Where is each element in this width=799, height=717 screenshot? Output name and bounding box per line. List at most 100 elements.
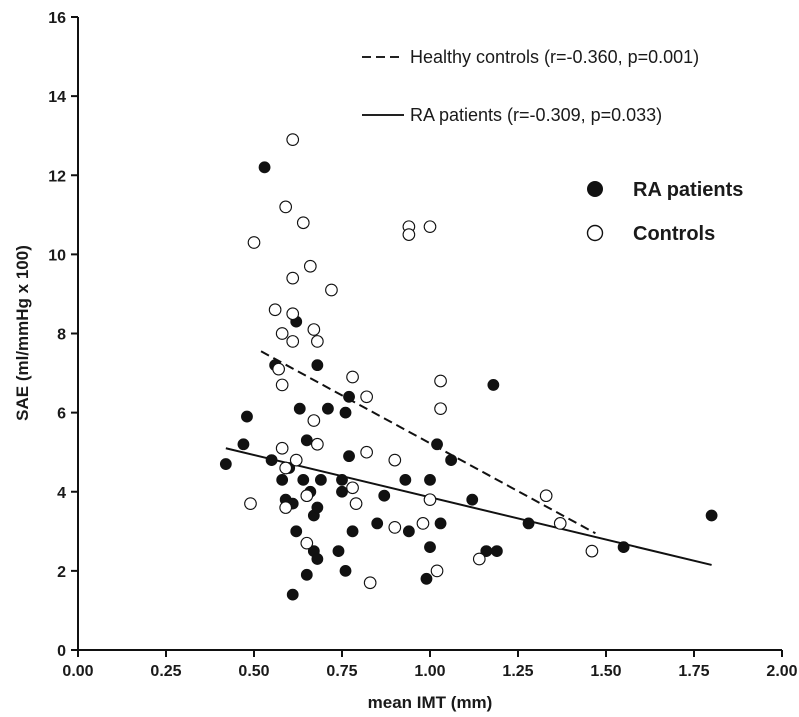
ra-patient-point xyxy=(434,517,447,530)
ra-patient-point xyxy=(371,517,384,530)
control-point xyxy=(585,544,599,558)
control-point xyxy=(279,501,293,514)
control-point xyxy=(363,576,377,590)
ra-patient-point xyxy=(424,541,436,554)
ra-patient-point xyxy=(339,564,352,577)
control-point xyxy=(423,220,437,234)
control-point xyxy=(279,200,293,214)
ra-patient-point xyxy=(431,438,443,451)
ra-patient-point xyxy=(466,493,479,506)
y-tick-label: 6 xyxy=(57,406,66,423)
control-point xyxy=(349,497,363,510)
ra-patient-point xyxy=(290,525,303,538)
control-point xyxy=(307,414,321,427)
y-tick-label: 8 xyxy=(57,327,66,344)
control-point xyxy=(346,370,359,384)
ra-patient-point xyxy=(258,161,271,174)
regression-lines xyxy=(225,350,712,566)
y-tick-label: 14 xyxy=(48,89,66,106)
control-point xyxy=(539,489,553,503)
ra-patient-point xyxy=(343,450,355,463)
control-point xyxy=(275,327,289,340)
control-point xyxy=(472,552,486,566)
ra-patient-point xyxy=(445,454,458,466)
control-point xyxy=(247,236,261,249)
control-point xyxy=(416,517,430,530)
control-point xyxy=(303,259,317,273)
control-point xyxy=(311,335,324,348)
ra-patient-point xyxy=(241,410,253,423)
control-point xyxy=(268,303,282,317)
y-tick-label: 12 xyxy=(48,168,66,185)
x-tick-label: 0.50 xyxy=(238,663,269,680)
legend-label-ra-patients-line: RA patients (r=-0.309, p=0.033) xyxy=(410,105,662,125)
legend-label-healthy-controls: Healthy controls (r=-0.360, p=0.001) xyxy=(410,47,699,67)
control-point xyxy=(360,390,373,404)
x-tick-label: 0.75 xyxy=(326,663,357,680)
ra-patient-point xyxy=(424,473,436,486)
ra-patients-regression-line xyxy=(225,447,712,566)
controls-regression-line xyxy=(260,350,596,535)
x-ticks: 0.00 0.25 0.50 0.75 1.00 1.25 1.50 1.75 2.00 xyxy=(62,650,798,680)
ra-patient-point xyxy=(346,525,359,538)
control-point xyxy=(279,461,293,475)
ra-patient-point xyxy=(343,390,355,403)
x-tick-label: 0.00 xyxy=(62,663,93,680)
legend-item-controls-marker: Controls xyxy=(586,223,715,245)
ra-patient-point xyxy=(311,359,324,372)
control-point xyxy=(325,283,338,297)
x-tick-label: 1.50 xyxy=(590,663,621,680)
control-point xyxy=(307,323,321,336)
x-tick-label: 2.00 xyxy=(766,663,797,680)
x-tick-label: 1.75 xyxy=(678,663,709,680)
ra-patient-point xyxy=(314,473,327,486)
x-tick-label: 1.25 xyxy=(502,663,533,680)
ra-patient-point xyxy=(420,572,433,585)
control-point xyxy=(388,453,402,467)
data-points xyxy=(219,133,718,601)
control-point xyxy=(434,374,447,388)
ra-patient-point xyxy=(339,406,352,419)
control-point xyxy=(296,216,310,230)
ra-patient-point xyxy=(522,517,535,530)
ra-patient-point xyxy=(300,568,313,581)
y-tick-label: 16 xyxy=(48,10,66,27)
control-point xyxy=(430,564,444,578)
legend-filled-marker xyxy=(587,181,603,197)
y-ticks: 0 2 4 6 8 10 12 14 16 xyxy=(48,10,78,660)
x-tick-label: 1.00 xyxy=(414,663,445,680)
control-point xyxy=(289,453,303,467)
y-tick-label: 4 xyxy=(57,485,66,502)
ra-patient-point xyxy=(311,501,324,514)
ra-patient-point xyxy=(311,553,324,565)
control-point xyxy=(360,445,373,459)
legend-item-ra-patients-line: RA patients (r=-0.309, p=0.033) xyxy=(362,105,662,125)
ra-patient-point xyxy=(399,473,412,486)
legend-label-controls-marker: Controls xyxy=(633,223,715,245)
ra-patient-point xyxy=(322,402,334,415)
control-point xyxy=(275,441,289,455)
control-point xyxy=(272,362,285,376)
control-point xyxy=(346,481,359,495)
control-point xyxy=(275,378,289,392)
control-point xyxy=(244,497,257,510)
control-point xyxy=(423,493,437,507)
ra-patient-point xyxy=(402,525,415,538)
control-point xyxy=(300,489,314,503)
ra-patient-point xyxy=(336,485,348,498)
axes: 0.00 0.25 0.50 0.75 1.00 1.25 1.50 1.75 2.00 0 2 4… xyxy=(48,10,797,680)
control-point xyxy=(553,517,567,530)
y-axis-title: SAE (ml/mmHg x 100) xyxy=(13,245,32,421)
ra-patient-point xyxy=(237,438,250,451)
ra-patient-point xyxy=(293,402,306,415)
ra-patient-point xyxy=(617,541,630,554)
control-point xyxy=(311,437,324,451)
ra-patient-point xyxy=(276,473,289,486)
legend-item-ra-patients-marker: RA patients xyxy=(587,179,743,201)
ra-patient-point xyxy=(490,545,503,557)
legend-open-marker xyxy=(586,224,604,242)
control-point xyxy=(402,228,416,241)
control-point xyxy=(300,536,314,550)
legend-label-ra-patients-marker: RA patients xyxy=(633,179,743,201)
